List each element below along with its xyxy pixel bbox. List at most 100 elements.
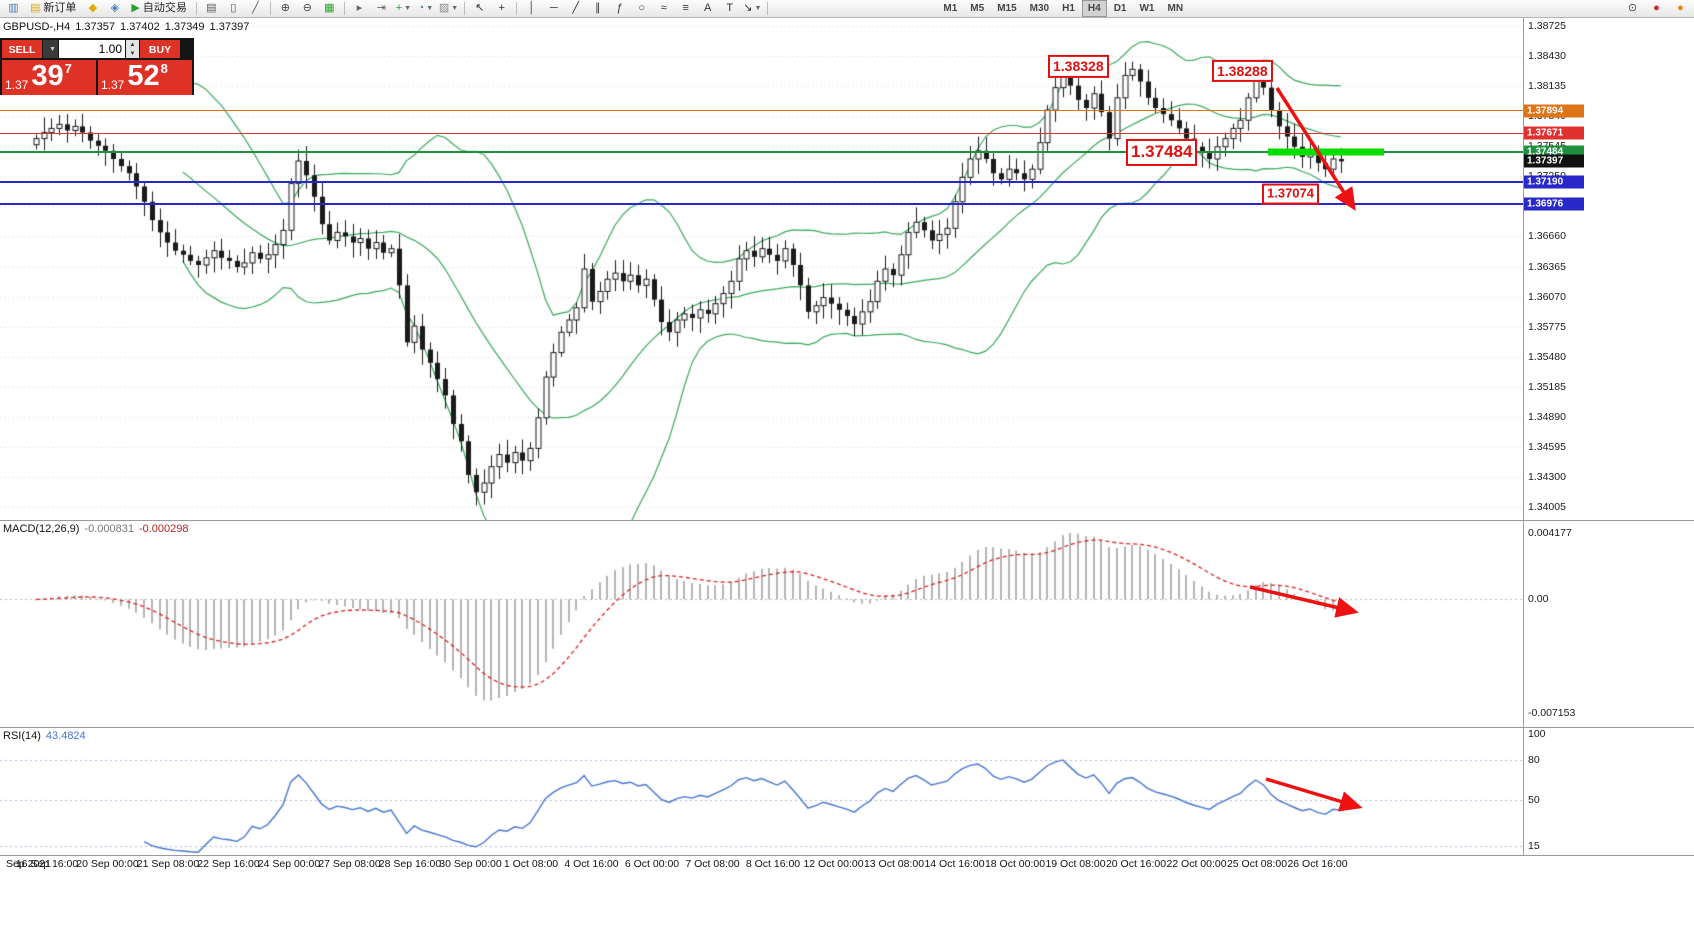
main-macd-splitter[interactable] [0,520,1694,521]
horizontal-line-1.36976[interactable] [0,203,1523,206]
macd-indicator-label: MACD(12,26,9) -0.000831 -0.000298 [3,523,189,535]
notifications-icon[interactable]: ● [1677,2,1684,14]
auto-scroll-icon[interactable]: ▸ [349,0,370,18]
hline-price-tag: 1.36976 [1524,197,1584,211]
price-axis-label: 1.35480 [1528,350,1566,363]
buy-button[interactable]: BUY [140,40,180,58]
shapes-icon[interactable]: ○ [631,0,652,18]
volume-input[interactable] [59,40,125,58]
line-chart-icon[interactable]: ╱ [245,0,266,18]
price-label-annotation[interactable]: 1.37484 [1126,139,1198,166]
sell-price-button[interactable]: 1.37 39 7 [2,60,96,95]
indicators-glyph: + [395,2,403,14]
timeframe-button-w1[interactable]: W1 [1139,3,1155,14]
zoom-in-icon[interactable]: ⊕ [275,0,296,18]
chart-shift-icon[interactable]: ⇥ [371,0,392,18]
order-type-dropdown[interactable]: ▼ [43,40,58,58]
zoom-in-icon: ⊕ [280,2,290,14]
crosshair-icon[interactable]: + [491,0,512,18]
channel-icon[interactable]: ∥ [587,0,608,18]
timeframe-button-m30[interactable]: M30 [1029,3,1050,14]
timeframe-button-h4[interactable]: H4 [1081,0,1107,17]
chart-timeaxis-splitter[interactable] [0,855,1694,856]
price-highlight-bar[interactable] [1268,148,1384,156]
symbol-period-label: GBPUSD-,H4 [3,21,71,33]
timeframe-button-d1[interactable]: D1 [1113,3,1127,14]
timeframe-button-mn[interactable]: MN [1167,3,1184,14]
templates-button[interactable]: ▨ ▼ [437,0,460,18]
tile-windows-icon[interactable]: ▦ [319,0,340,18]
time-axis-label: Sep 2021 [6,858,51,870]
mql5-community-icon[interactable]: ● [1653,2,1660,14]
horizontal-line-1.37894[interactable] [0,110,1523,112]
autotrading-glyph: ▶ [131,2,140,14]
macd-rsi-splitter[interactable] [0,727,1694,728]
price-label-annotation[interactable]: 1.38288 [1212,59,1273,82]
candlestick-chart-icon[interactable]: ▯ [223,0,244,18]
buy-price-pip: 8 [160,61,168,76]
rsi-indicator-label: RSI(14) 43.4824 [3,730,86,742]
timeframe-toolbar: M1 M5 M15 M30 H1 H4 D1 W1 MN [937,0,1189,17]
grid-icon[interactable]: ≡ [675,0,696,18]
macd-chart-canvas[interactable] [0,521,1523,727]
templates-glyph: ▨ [438,2,450,14]
time-axis-label: 28 Sep 16:00 [378,858,442,870]
rsi-chart-canvas[interactable] [0,728,1523,855]
new-order-button[interactable]: ▤ 新订单 [25,0,81,18]
bar-chart-icon[interactable]: ▤ [201,0,222,18]
price-label-annotation[interactable]: 1.38328 [1048,55,1109,78]
time-axis-label: 6 Oct 00:00 [624,858,680,870]
timeframe-button-m5[interactable]: M5 [970,3,985,14]
navigator-icon[interactable]: ◈ [104,0,125,18]
rsi-axis-label: 100 [1528,728,1546,740]
horizontal-line-1.37190[interactable] [0,181,1523,184]
price-label-annotation[interactable]: 1.37074 [1262,183,1319,205]
timeframe-button-h1[interactable]: H1 [1062,3,1075,14]
timeframe-button-m15[interactable]: M15 [997,3,1017,14]
fibonacci-icon[interactable]: ƒ [609,0,630,18]
volume-up-button[interactable]: ▲ [126,40,139,49]
timeframe-button-m1[interactable]: M1 [943,3,958,14]
text-label-icon[interactable]: T [719,0,740,18]
market-watch-icon[interactable]: ◆ [82,0,103,18]
auto-scroll-icon: ▸ [356,2,363,14]
trendline-icon[interactable]: ╱ [565,0,586,18]
buy-price-button[interactable]: 1.37 52 8 [98,60,192,95]
fibonacci-icon: ƒ [616,2,623,14]
elliott-waves-icon[interactable]: ≈ [653,0,674,18]
elliott-waves-icon: ≈ [660,2,667,14]
zoom-out-icon[interactable]: ⊖ [297,0,318,18]
current-price-tag: 1.37397 [1524,154,1584,168]
chevron-down-icon: ▼ [754,5,762,12]
periods-button[interactable]: ◔ ▼ [415,0,436,18]
time-axis-label: 20 Sep 00:00 [76,858,139,870]
price-axis-label: 1.38725 [1528,20,1566,32]
price-axis-label: 1.34300 [1528,470,1566,483]
toolbar-right-group: ⊙ ● ● [1622,0,1691,18]
time-axis-label: 25 Oct 08:00 [1226,858,1288,870]
sell-button[interactable]: SELL [2,40,42,58]
time-axis-label: 22 Sep 16:00 [197,858,260,870]
new-chart-icon: ▥ [8,2,19,14]
indicators-button[interactable]: + ▼ [393,0,414,18]
main-chart-canvas[interactable] [0,18,1523,520]
rsi-axis-label: 80 [1528,754,1540,767]
cursor-icon[interactable]: ↖ [469,0,490,18]
horizontal-line-1.37484[interactable] [0,151,1523,154]
channel-icon: ∥ [594,2,601,14]
cursor-icon: ↖ [475,2,485,14]
volume-down-button[interactable]: ▼ [126,49,139,58]
autotrading-button[interactable]: ▶ 自动交易 [126,0,191,18]
text-icon[interactable]: A [697,0,718,18]
rsi-value: 43.4824 [45,730,86,742]
candlestick-chart-icon: ▯ [230,2,237,14]
search-icon[interactable]: ⊙ [1627,2,1638,14]
time-axis-label: 4 Oct 16:00 [564,858,619,870]
time-axis-label: 27 Sep 08:00 [318,858,381,870]
new-chart-icon[interactable]: ▥ [3,0,24,18]
arrows-tool-icon[interactable]: ↘ ▼ [741,0,763,18]
hline-price-tag: 1.37190 [1524,175,1584,189]
vertical-line-icon[interactable]: │ [521,0,542,18]
horizontal-line-1.37671[interactable] [0,132,1523,134]
horizontal-line-icon[interactable]: ─ [543,0,564,18]
